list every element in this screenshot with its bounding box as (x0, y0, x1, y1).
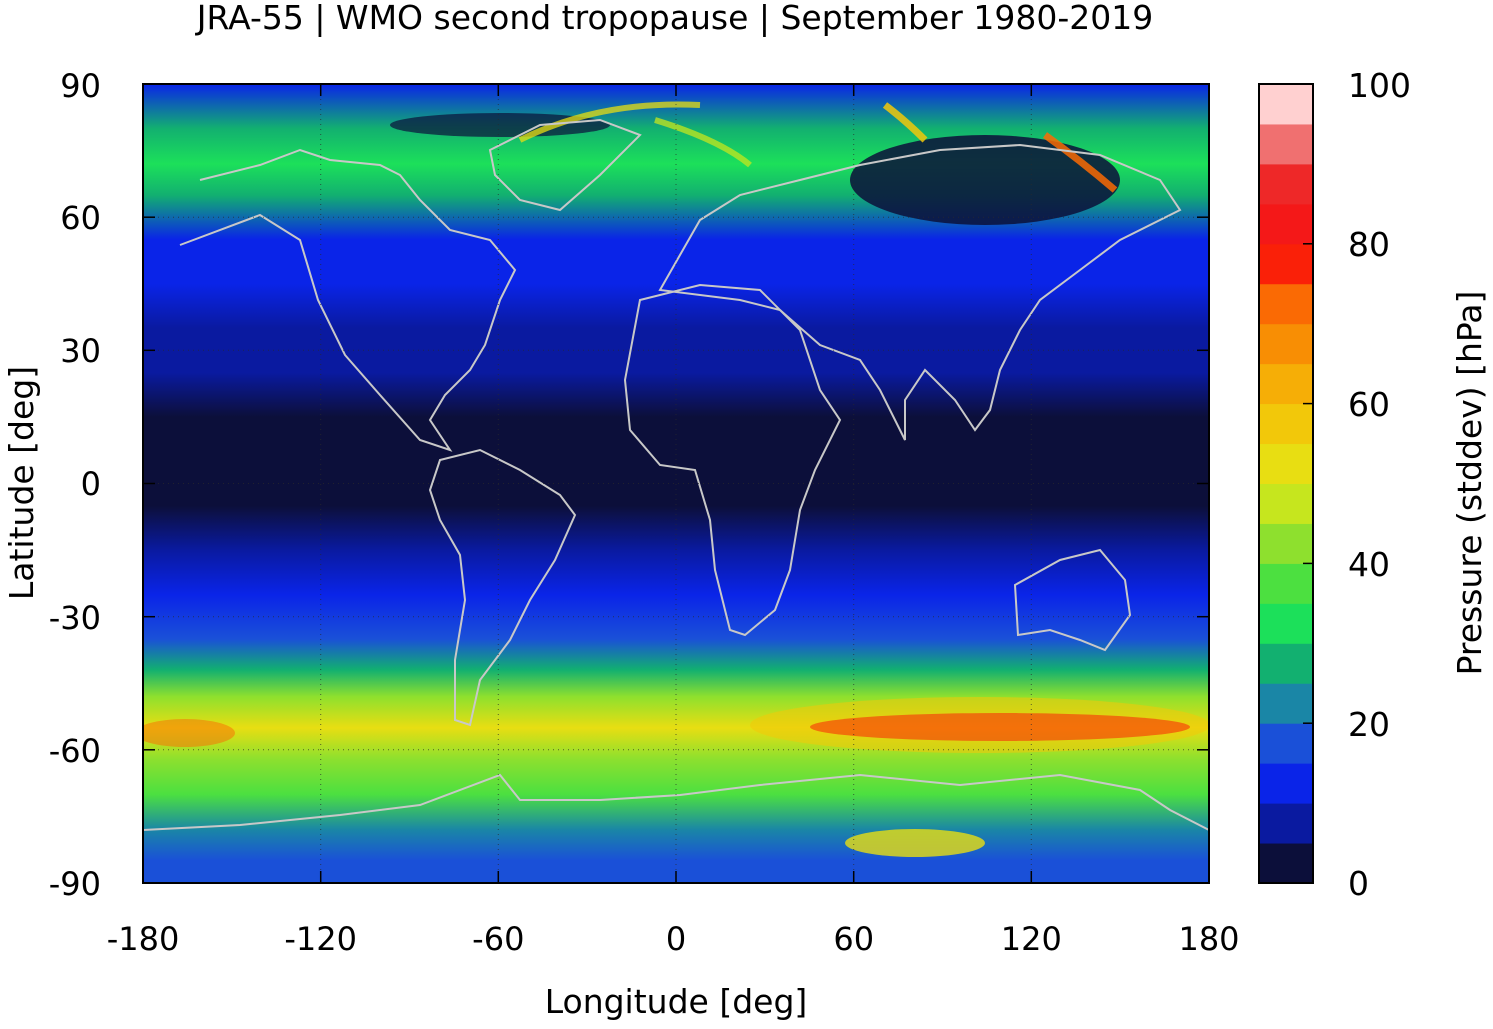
arctic-streak (882, 102, 928, 143)
colorbar-band (1259, 84, 1313, 125)
y-tick-label: 0 (81, 465, 101, 503)
colorbar-band (1259, 643, 1313, 684)
colorbar-tick-labels: 100 80 60 40 20 0 (1348, 66, 1411, 903)
colorbar-band (1259, 843, 1313, 884)
colorbar-band (1259, 443, 1313, 484)
y-tick-label: 90 (60, 67, 101, 105)
colorbar-band (1259, 123, 1313, 165)
chart-title: JRA-55 | WMO second tropopause | Septemb… (195, 0, 1153, 37)
coastlines (143, 118, 1209, 831)
coastline-eurasia (658, 143, 1182, 441)
colorbar-band (1259, 243, 1313, 285)
colorbar-band (1259, 523, 1313, 564)
colorbar-tick-label: 100 (1348, 66, 1411, 105)
colorbar-band (1259, 203, 1313, 245)
colorbar-tick-label: 80 (1348, 225, 1390, 264)
x-axis-label: Longitude [deg] (545, 982, 808, 1021)
x-tick-label: -120 (284, 920, 357, 958)
y-axis-label: Latitude [deg] (2, 366, 41, 600)
colorbar-band (1259, 603, 1313, 644)
colorbar-frame (1258, 83, 1314, 884)
y-tick-label: 60 (60, 199, 101, 237)
colorbar-tick-label: 40 (1348, 545, 1390, 584)
colorbar-bands (1259, 84, 1313, 884)
colorbar-band (1259, 483, 1313, 524)
colorbar-band (1259, 283, 1313, 325)
y-tick-label: -60 (49, 732, 101, 770)
x-tick-label: 120 (1001, 920, 1062, 958)
axis-ticks (142, 84, 1210, 883)
x-tick-label: 60 (833, 920, 874, 958)
colorbar-band (1259, 683, 1313, 724)
colorbar-band (1259, 803, 1313, 844)
colorbar-band (1259, 163, 1313, 205)
colorbar-band (1259, 403, 1313, 445)
colorbar-band (1259, 763, 1313, 804)
x-tick-label: 0 (666, 920, 686, 958)
colorbar: 100 80 60 40 20 0 Pressure (stddev) [hPa… (1258, 66, 1489, 903)
colorbar-band (1259, 363, 1313, 405)
colorbar-band (1259, 563, 1313, 604)
x-tick-labels: -180 -120 -60 0 60 120 180 (107, 920, 1240, 958)
antarctic-plateau-feature (845, 829, 985, 857)
coastline-greenland (488, 118, 642, 212)
arctic-streak (654, 117, 752, 168)
coastline-north-america (179, 148, 517, 452)
high-variance-band-west (143, 719, 235, 747)
arctic-band-patch (390, 113, 610, 137)
y-tick-label: 30 (60, 332, 101, 370)
colorbar-band (1259, 323, 1313, 365)
map-area (143, 84, 1209, 883)
colorbar-ticks (1303, 243, 1313, 724)
x-tick-label: 180 (1178, 920, 1239, 958)
high-variance-core-south (810, 713, 1190, 741)
y-tick-label: -90 (49, 865, 101, 903)
colorbar-tick-label: 20 (1348, 705, 1390, 744)
colorbar-tick-label: 60 (1348, 385, 1390, 424)
coastline-south-america (428, 448, 577, 727)
grid-lines (143, 84, 1209, 883)
x-tick-label: -60 (472, 920, 524, 958)
colorbar-label: Pressure (stddev) [hPa] (1450, 291, 1489, 676)
coastline-africa (623, 283, 842, 637)
x-tick-label: -180 (107, 920, 180, 958)
coastline-antarctica (143, 773, 1209, 831)
colorbar-tick-label: 0 (1348, 864, 1369, 903)
y-tick-labels: 90 60 30 0 -30 -60 -90 (49, 67, 101, 903)
coastline-australia (1013, 548, 1132, 652)
y-tick-label: -30 (49, 599, 101, 637)
arctic-streak (1042, 132, 1118, 193)
colorbar-band (1259, 723, 1313, 764)
siberia-low-variance-patch (850, 135, 1120, 225)
